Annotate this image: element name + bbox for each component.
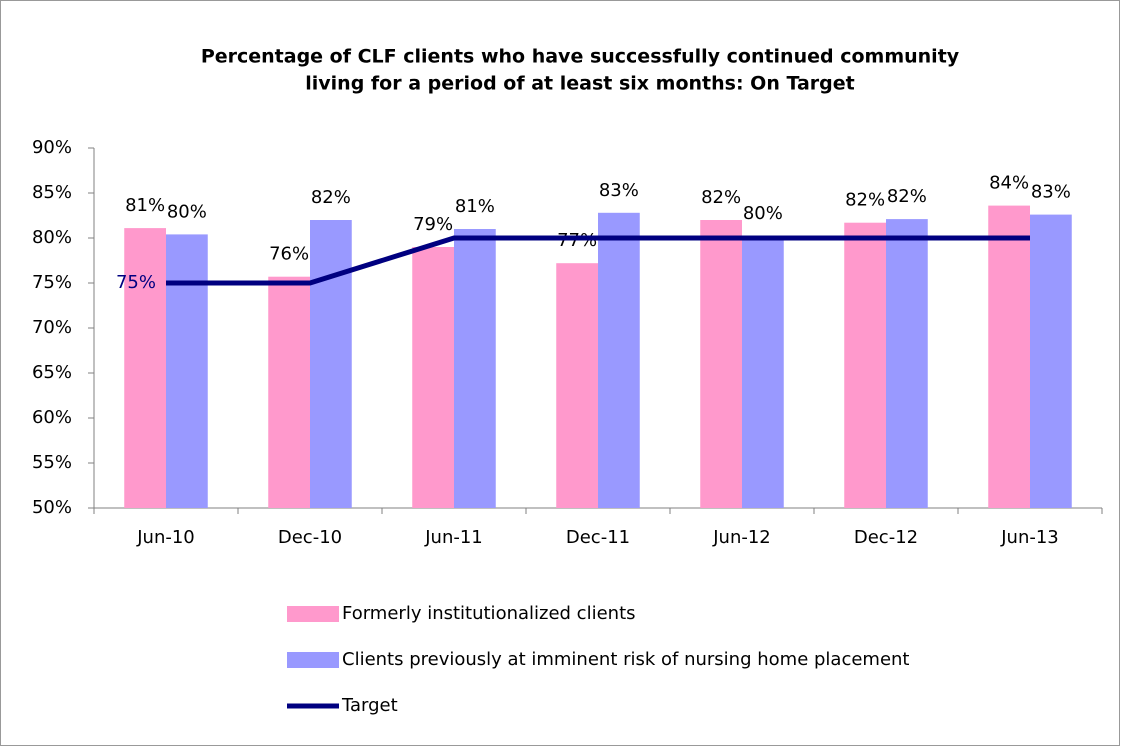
bar xyxy=(166,234,208,508)
bar xyxy=(844,222,886,508)
x-tick-label: Jun-10 xyxy=(136,527,195,548)
data-label: 82% xyxy=(701,187,741,208)
legend-swatch xyxy=(287,652,339,668)
data-label: 83% xyxy=(599,180,639,201)
y-tick-label: 65% xyxy=(32,362,72,383)
data-label: 75% xyxy=(116,272,156,293)
data-label: 77% xyxy=(557,230,597,251)
y-tick-label: 55% xyxy=(32,452,72,473)
data-label: 76% xyxy=(269,244,309,265)
data-label: 82% xyxy=(311,187,351,208)
chart-title: Percentage of CLF clients who have succe… xyxy=(201,46,960,68)
legend-label: Clients previously at imminent risk of n… xyxy=(342,649,910,670)
bar xyxy=(700,220,742,508)
y-tick-label: 60% xyxy=(32,407,72,428)
x-tick-label: Dec-11 xyxy=(566,527,630,548)
legend-label: Target xyxy=(341,695,398,716)
bar xyxy=(742,236,784,508)
y-tick-label: 90% xyxy=(32,137,72,158)
y-tick-label: 80% xyxy=(32,227,72,248)
bar xyxy=(412,247,454,508)
bar xyxy=(454,229,496,508)
chart-title: living for a period of at least six mont… xyxy=(305,73,855,95)
y-tick-label: 75% xyxy=(32,272,72,293)
bar xyxy=(886,219,928,508)
x-tick-label: Jun-11 xyxy=(424,527,483,548)
target-line xyxy=(166,235,1030,286)
legend-label: Formerly institutionalized clients xyxy=(342,603,636,624)
x-tick-label: Dec-10 xyxy=(278,527,342,548)
bar xyxy=(1030,214,1072,508)
y-tick-label: 85% xyxy=(32,182,72,203)
legend-swatch xyxy=(287,606,339,622)
x-tick-label: Jun-12 xyxy=(712,527,771,548)
data-label: 79% xyxy=(413,214,453,235)
bar xyxy=(556,263,598,508)
bar xyxy=(598,212,640,509)
y-tick-label: 70% xyxy=(32,317,72,338)
y-tick-label: 50% xyxy=(32,497,72,518)
data-label: 80% xyxy=(167,201,207,222)
bar xyxy=(310,220,352,508)
data-label: 83% xyxy=(1031,182,1071,203)
x-tick-label: Dec-12 xyxy=(854,527,918,548)
data-label: 80% xyxy=(743,203,783,224)
data-label: 84% xyxy=(989,173,1029,194)
data-label: 82% xyxy=(845,190,885,211)
data-label: 82% xyxy=(887,186,927,207)
bar xyxy=(124,228,166,508)
bar xyxy=(268,276,310,508)
x-tick-label: Jun-13 xyxy=(1000,527,1059,548)
bar xyxy=(988,205,1030,508)
data-label: 81% xyxy=(125,195,165,216)
data-label: 81% xyxy=(455,196,495,217)
